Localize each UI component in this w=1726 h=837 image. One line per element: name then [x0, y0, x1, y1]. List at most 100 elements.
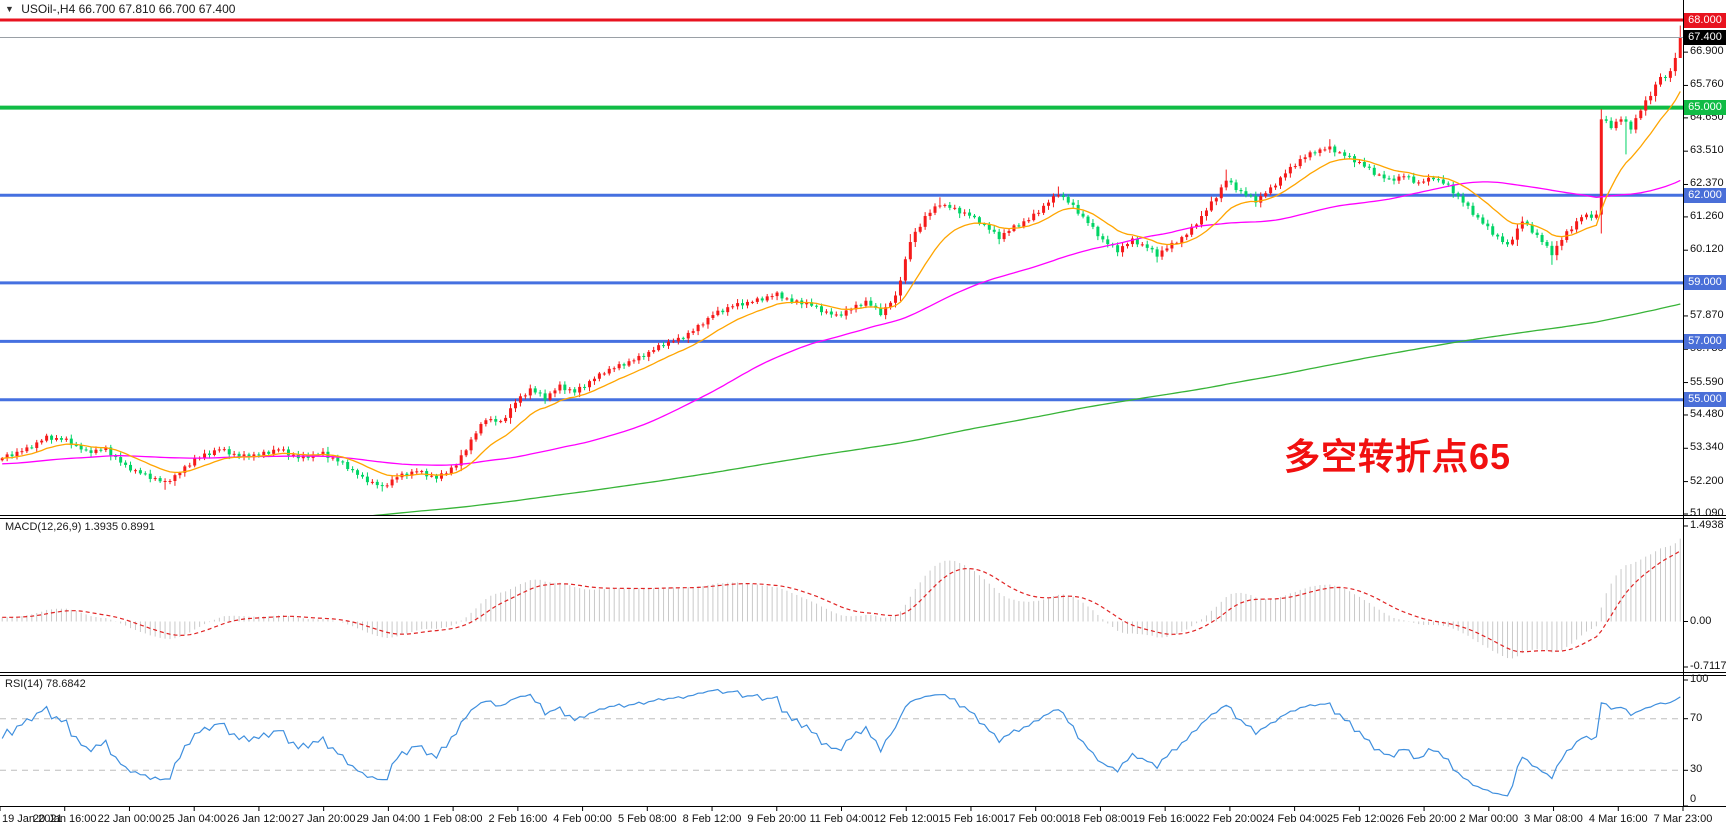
candle-body — [928, 212, 932, 217]
price-axis-tick: 60.120 — [1690, 243, 1724, 256]
candle-body — [790, 298, 794, 302]
candle-body — [1639, 110, 1643, 119]
candle-body — [805, 302, 809, 305]
candle-body — [716, 310, 720, 316]
candle-body — [523, 395, 527, 397]
candle-body — [1348, 155, 1352, 157]
rsi-axis-tick: 100 — [1690, 673, 1709, 685]
collapse-triangle-icon[interactable]: ▼ — [5, 4, 14, 14]
candle-body — [889, 302, 893, 308]
price-axis-tick: 51.090 — [1690, 507, 1724, 519]
chart-header: ▼ USOil-,H4 66.700 67.810 66.700 67.400 — [5, 2, 235, 16]
rsi-value-label: 78.6842 — [45, 678, 86, 690]
macd-panel[interactable] — [1, 538, 1681, 659]
candle-body — [1481, 217, 1485, 224]
time-axis-label: 17 Feb 00:00 — [1003, 813, 1069, 825]
candle-body — [499, 421, 503, 423]
candle-body — [1116, 245, 1120, 253]
candle-body — [143, 473, 147, 475]
candle-body — [1624, 119, 1628, 122]
candle-body — [1407, 176, 1411, 178]
rsi-axis-tick: 70 — [1690, 711, 1703, 724]
candle-body — [987, 224, 991, 230]
candle-body — [1051, 196, 1055, 203]
candle-body — [1496, 234, 1500, 237]
chart-surface[interactable] — [0, 0, 1726, 811]
candle-body — [997, 231, 1001, 240]
time-axis[interactable]: 19 Jan 2021 20 Jan 16:00 22 Jan 00:00 25 Ja… — [0, 811, 1726, 837]
current-price-badge: 67.400 — [1684, 30, 1726, 46]
candle-body — [286, 449, 290, 456]
time-axis-label: 18 Feb 08:00 — [1068, 813, 1133, 825]
candle-body — [1575, 221, 1579, 230]
candle-body — [1101, 236, 1105, 240]
price-axis[interactable]: 66.900 65.760 64.650 63.510 62.370 61.260 60.1… — [1684, 0, 1726, 837]
candle-body — [1096, 226, 1100, 237]
rsi-panel[interactable] — [0, 688, 1683, 797]
time-axis-label: 29 Jan 04:00 — [356, 813, 421, 825]
time-axis-label: 2 Mar 00:00 — [1459, 813, 1519, 825]
time-axis-label: 19 Jan 2021 — [2, 813, 63, 825]
candle-body — [1678, 37, 1682, 58]
rsi-axis-tick: 0 — [1690, 793, 1697, 805]
candle-body — [1431, 177, 1435, 180]
candle-body — [1461, 196, 1465, 203]
candle-body — [528, 388, 532, 396]
candle-body — [810, 302, 814, 306]
candle-body — [982, 223, 986, 225]
candle-body — [1278, 177, 1282, 186]
candle-body — [968, 212, 972, 216]
candle-body — [1042, 205, 1046, 213]
ohlc-values-label: 66.700 67.810 66.700 67.400 — [78, 2, 236, 16]
candle-body — [1091, 223, 1095, 227]
candle-body — [1121, 246, 1125, 253]
candle-body — [1392, 178, 1396, 181]
candle-body — [494, 419, 498, 422]
time-axis-label: 26 Jan 12:00 — [227, 813, 291, 825]
candle-body — [1663, 76, 1667, 78]
candle-body — [148, 473, 152, 479]
candle-body — [563, 384, 567, 391]
candle-body — [133, 470, 137, 472]
candle-body — [1313, 152, 1317, 154]
macd-values-label: 1.3935 0.8991 — [84, 521, 155, 533]
candle-body — [1446, 183, 1450, 185]
candle-body — [933, 206, 937, 213]
candle-body — [731, 306, 735, 308]
candle-body — [1510, 239, 1514, 245]
candle-body — [780, 292, 784, 299]
candle-body — [1599, 119, 1603, 215]
candle-body — [509, 408, 513, 418]
rsi-name-label: RSI(14) — [5, 678, 43, 690]
candle-body — [504, 417, 508, 422]
candle-body — [1140, 244, 1144, 246]
candle-body — [1570, 229, 1574, 232]
candle-body — [1506, 242, 1510, 245]
candle-body — [5, 454, 9, 459]
candle-body — [963, 212, 967, 214]
candle-body — [1269, 187, 1273, 194]
candle-body — [815, 305, 819, 307]
candle-body — [1357, 161, 1361, 163]
candle-body — [1229, 180, 1233, 183]
candle-body — [829, 311, 833, 315]
candle-body — [1249, 195, 1253, 197]
price-panel[interactable] — [0, 18, 1683, 563]
candle-body — [163, 480, 167, 482]
candle-body — [1106, 239, 1110, 245]
time-axis-label: 27 Jan 20:00 — [291, 813, 356, 825]
time-axis-label: 4 Mar 16:00 — [1588, 813, 1648, 825]
candle-body — [1471, 205, 1475, 215]
candle-body — [977, 217, 981, 224]
candle-body — [217, 449, 221, 451]
time-axis-label: 9 Feb 20:00 — [747, 813, 807, 825]
price-axis-tick: 66.900 — [1690, 45, 1724, 58]
candle-body — [923, 216, 927, 227]
candle-body — [1550, 245, 1554, 256]
candle-body — [1209, 201, 1213, 211]
candle-body — [474, 433, 478, 440]
candle-body — [1175, 242, 1179, 244]
candle-body — [109, 447, 113, 456]
candle-body — [464, 450, 468, 456]
